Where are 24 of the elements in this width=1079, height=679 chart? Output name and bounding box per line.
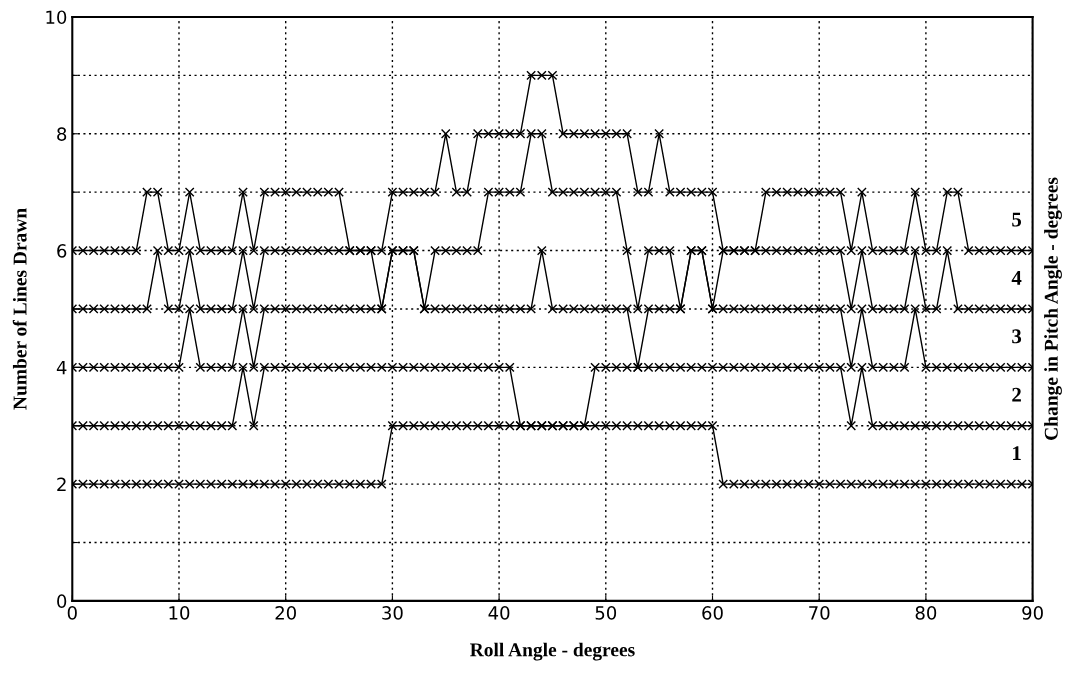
y2-axis-title: Change in Pitch Angle - degrees — [1044, 177, 1062, 440]
series-label: 5 — [1012, 212, 1022, 227]
x-tick-label: 10 — [169, 606, 190, 620]
series-label: 3 — [1012, 329, 1022, 344]
y-axis-title: Number of Lines Drawn — [12, 208, 27, 410]
y-tick-label: 10 — [46, 10, 67, 25]
series-label: 2 — [1012, 387, 1021, 402]
x-tick-label: 0 — [67, 606, 77, 620]
y-tick-label: 8 — [57, 127, 67, 141]
series-label: 4 — [1011, 271, 1022, 285]
x-tick-label: 30 — [382, 606, 403, 620]
x-tick-label: 80 — [915, 606, 937, 620]
x-tick-label: 50 — [595, 606, 617, 620]
x-tick-label: 60 — [702, 606, 723, 620]
y-tick-label: 4 — [56, 361, 67, 375]
y-tick-label: 2 — [57, 477, 66, 491]
x-axis-title: Roll Angle - degrees — [470, 642, 635, 661]
x-tick-label: 90 — [1022, 606, 1043, 620]
x-tick-label: 20 — [275, 606, 296, 620]
y-tick-label: 6 — [57, 244, 67, 258]
x-tick-label: 40 — [488, 606, 510, 620]
series-label: 1 — [1013, 446, 1021, 460]
x-tick-label: 70 — [809, 606, 830, 620]
y-tick-label: 0 — [57, 594, 67, 609]
